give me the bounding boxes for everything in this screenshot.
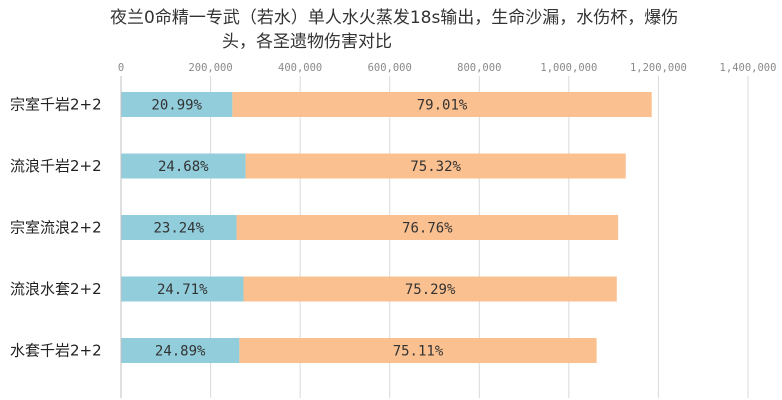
data-label: 24.89% xyxy=(155,344,206,360)
category-label: 流浪水套2+2 xyxy=(10,280,102,298)
bar-segment-1 xyxy=(121,276,244,302)
bar-segment-2 xyxy=(232,92,652,117)
chart-title: 夜兰0命精一专武（若水）单人水火蒸发18s输出，生命沙漏，水伤杯，爆伤 头，各圣… xyxy=(110,6,710,54)
x-tick-label: 800,000 xyxy=(457,62,501,74)
chart-title-line2: 头，各圣遗物伤害对比 xyxy=(222,32,392,52)
data-label: 24.68% xyxy=(158,159,209,175)
data-label: 75.29% xyxy=(405,282,456,298)
bar-segment-1 xyxy=(121,338,240,363)
x-tick-label: 400,000 xyxy=(278,62,322,74)
x-tick-label: 200,000 xyxy=(188,62,232,74)
data-label: 79.01% xyxy=(417,98,468,114)
bar-segment-2 xyxy=(245,153,626,179)
x-tick-label: 600,000 xyxy=(368,62,412,74)
data-label: 76.76% xyxy=(402,221,453,237)
data-label: 24.71% xyxy=(157,282,208,298)
category-label: 水套千岩2+2 xyxy=(10,342,102,360)
bar-segment-2 xyxy=(239,338,597,363)
bar-segment-1 xyxy=(121,92,233,117)
bar-segment-2 xyxy=(243,276,617,302)
x-tick-label: 1,200,000 xyxy=(630,62,687,74)
data-label: 75.32% xyxy=(410,159,461,175)
bar-segment-1 xyxy=(121,153,246,179)
x-tick-label: 0 xyxy=(118,62,124,74)
data-label: 20.99% xyxy=(151,98,202,114)
category-label: 流浪千岩2+2 xyxy=(10,157,102,175)
bar-segment-1 xyxy=(121,215,237,240)
bar-segment-2 xyxy=(236,215,619,240)
category-label: 宗室流浪2+2 xyxy=(10,219,102,237)
x-tick-label: 1,400,000 xyxy=(720,62,777,74)
data-label: 23.24% xyxy=(153,221,204,237)
category-label: 宗室千岩2+2 xyxy=(10,96,102,114)
data-label: 75.11% xyxy=(393,344,444,360)
chart-title-line1: 夜兰0命精一专武（若水）单人水火蒸发18s输出，生命沙漏，水伤杯，爆伤 xyxy=(110,8,679,28)
x-tick-label: 1,000,000 xyxy=(540,62,597,74)
